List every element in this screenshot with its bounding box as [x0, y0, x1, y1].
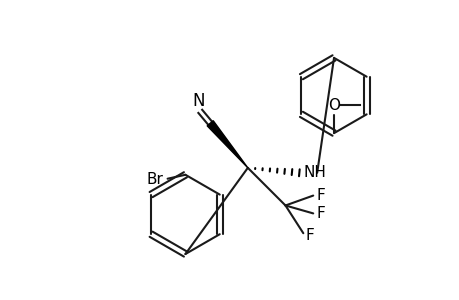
- Text: N: N: [191, 92, 204, 110]
- Text: F: F: [315, 188, 324, 203]
- Text: Br: Br: [146, 172, 163, 187]
- Text: O: O: [327, 98, 339, 113]
- Text: F: F: [315, 206, 324, 221]
- Text: F: F: [305, 228, 313, 243]
- Polygon shape: [207, 121, 247, 168]
- Text: NH: NH: [302, 165, 325, 180]
